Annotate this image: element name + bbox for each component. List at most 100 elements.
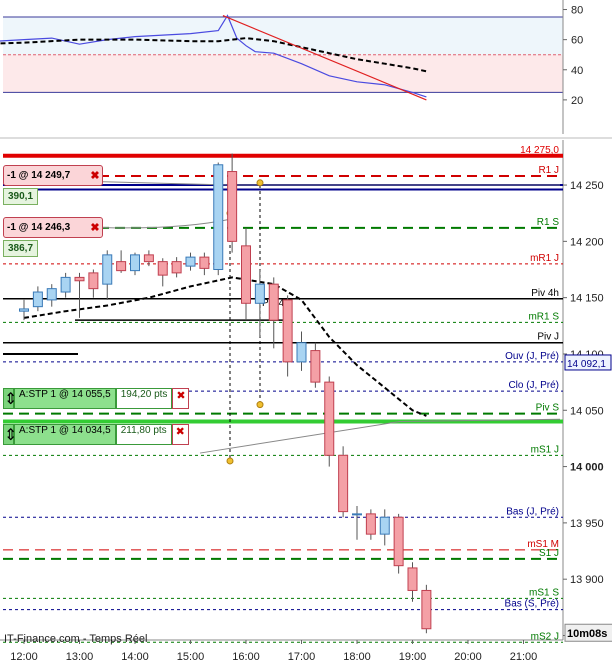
x-tick-label-0: 12:00 [10,651,38,663]
candle-19 [282,299,293,363]
indicator-tick-label-2: 40 [571,65,583,77]
indicator-series-1 [0,37,427,73]
dashed-moving-average [23,276,427,417]
countdown-box [564,623,612,642]
drag-handle-1 [256,401,264,409]
x-tick-label-9: 21:00 [510,651,538,663]
level-label-8: Piv J [537,332,559,343]
stop-order-label-1: A:STP 1 @ 14 034,5 [14,424,116,446]
x-tick-label-4: 16:00 [232,651,260,663]
candle-16 [241,245,251,304]
stop-order-points-1: 211,80 pts [115,424,172,446]
oversold-zone [3,54,563,93]
drag-grip-icon[interactable]: ⇕ [3,424,17,446]
price-tick-label-5: 14 000 [570,462,604,474]
stop-order-points-0: 194,20 pts [115,388,173,409]
candle-8 [130,254,140,272]
x-tick-label-5: 17:00 [288,651,316,663]
x-tick-label-6: 18:00 [343,651,371,663]
sell-order-label-0: -1 @ 14 249,7 [7,170,71,182]
countdown-label: 10m08s [567,628,607,640]
indicator-series-2 [222,15,427,101]
level-label-1: R1 J [538,165,559,176]
candle-21 [310,350,321,383]
candle-25 [365,513,376,535]
x-tick-label-1: 13:00 [66,651,94,663]
candle-5 [88,272,99,290]
price-tick-label-6: 13 950 [570,518,604,530]
price-tick-label-2: 14 150 [570,293,604,305]
candle-23 [338,454,349,513]
candle-7 [116,261,127,272]
candle-9 [143,254,154,263]
level-label-0: 14 275,0 [520,145,559,156]
candle-6 [102,254,113,285]
candle-4 [74,276,85,282]
stop-order-1[interactable]: ⇕ A:STP 1 @ 14 034,5 211,80 pts ✖ [3,424,189,446]
candle-29 [421,589,432,630]
level-label-18: mS2 J [531,631,559,642]
price-tick-label-4: 14 050 [570,405,604,417]
close-icon[interactable]: ✖ [172,388,190,409]
level-label-9: Ouv (J, Pré) [505,351,559,362]
candle-17 [254,283,265,304]
indicator-tick-label-3: 20 [571,95,583,107]
candle-27 [393,516,404,567]
candle-20 [296,342,307,363]
level-label-7: mR1 S [528,311,559,322]
x-tick-label-2: 14:00 [121,651,149,663]
sell-order-header-0[interactable]: -1 @ 14 249,7 ✖ [3,165,103,187]
candle-2 [46,288,57,301]
close-icon[interactable]: ✖ [90,221,100,234]
drag-handle-2 [256,179,264,187]
candle-18 [268,283,279,321]
candle-14 [213,164,224,271]
candle-24 [352,513,362,516]
x-tick-label-3: 15:00 [177,651,205,663]
x-tick-label-8: 20:00 [454,651,482,663]
overbought-zone [3,17,563,55]
stop-order-label-0: A:STP 1 @ 14 055,5 [14,388,116,409]
footer-source: IT-Finance.com - Temps Réel [4,633,147,645]
level-label-11: Piv S [536,403,560,414]
current-price-label: 14 092,1 [567,359,606,370]
x-tick-label-7: 19:00 [399,651,427,663]
current-price-box [564,354,612,371]
level-label-13: Bas (J, Pré) [506,506,559,517]
sell-order-pl-0: 390,1 [3,188,39,206]
drag-handle-0 [226,457,234,465]
price-tick-label-1: 14 200 [570,236,604,248]
level-label-16: mS1 S [529,587,559,598]
level-label-10: Clo (J, Pré) [508,380,559,391]
close-icon[interactable]: ✖ [171,424,189,446]
indicator-tick-label-1: 60 [571,35,583,47]
candle-28 [407,567,418,591]
drag-grip-icon[interactable]: ⇕ [3,388,17,409]
level-label-4: R1 S [537,217,560,228]
sell-order-pl-1: 386,7 [3,239,39,257]
sell-order-0[interactable]: -1 @ 14 249,7 ✖ 390,1 [3,165,103,206]
level-label-15: S1 J [539,548,559,559]
level-label-12: mS1 J [531,444,559,455]
level-label-17: Bas (S, Pré) [505,599,559,610]
price-tick-label-0: 14 250 [570,180,604,192]
sell-order-label-1: -1 @ 14 246,3 [7,221,71,233]
indicator-tick-label-0: 80 [571,5,583,17]
candle-0 [19,308,29,312]
close-icon[interactable]: ✖ [90,170,100,183]
candle-13 [199,256,210,269]
sell-order-1[interactable]: -1 @ 14 246,3 ✖ 386,7 [3,216,103,257]
level-label-14: mS1 M [527,539,559,550]
gray-ma-low [199,418,561,454]
sell-order-header-1[interactable]: -1 @ 14 246,3 ✖ [3,216,103,238]
candle-22 [324,381,335,456]
candle-11 [171,261,182,274]
price-tick-label-7: 13 900 [570,574,604,586]
level-label-6: Piv 4h [531,288,559,299]
candle-1 [32,291,43,308]
level-label-5: mR1 J [530,253,559,264]
stop-order-0[interactable]: ⇕ A:STP 1 @ 14 055,5 194,20 pts ✖ [3,388,190,409]
candle-12 [185,256,196,267]
candle-15 [227,171,238,242]
